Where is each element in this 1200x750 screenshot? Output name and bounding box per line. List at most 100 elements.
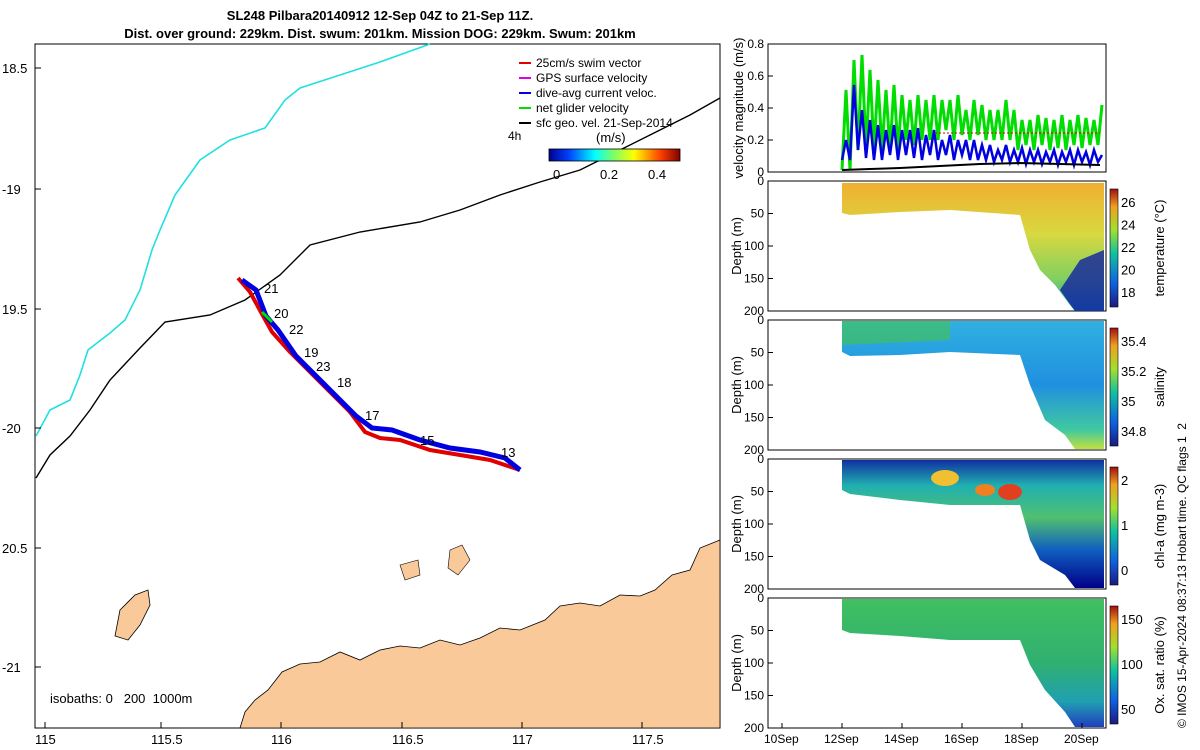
panel-y-tick: 0 — [757, 591, 764, 605]
track-day-label: 18 — [337, 375, 351, 390]
colorbar-tick: 100 — [1121, 657, 1143, 672]
chla-panel — [767, 458, 1107, 590]
colorbar-tick: 0 — [553, 167, 560, 182]
time-tick: 12Sep — [824, 732, 859, 746]
colorbar-tick: 20 — [1121, 263, 1135, 278]
panel-y-tick: 50 — [751, 207, 765, 221]
colorbar-tick: 0 — [1121, 563, 1128, 578]
colorbar-label: chl-a (mg m-3) — [1152, 484, 1167, 569]
panel-y-label: Depth (m) — [729, 495, 744, 553]
map-x-tick: 117.5 — [632, 732, 664, 747]
panel-y-tick: 0 — [757, 165, 764, 179]
track-day-label: 20 — [274, 306, 288, 321]
panel-y-tick: 0.2 — [747, 133, 764, 147]
panel-y-tick: 50 — [751, 624, 765, 638]
oxygen-panel — [767, 597, 1107, 729]
colorbar-label: temperature (°C) — [1152, 200, 1167, 297]
colorbar-tick: 50 — [1121, 702, 1135, 717]
chla-colorbar — [1109, 466, 1119, 586]
legend-entry: sfc geo. vel. 21-Sep-2014 — [536, 116, 673, 130]
oxygen-colorbar — [1109, 605, 1119, 725]
velocity-colorbar — [548, 148, 681, 162]
panel-y-tick: 50 — [751, 346, 765, 360]
track-day-label: 19 — [304, 345, 318, 360]
legend-entry: 25cm/s swim vector — [536, 56, 641, 70]
cyan-track — [35, 43, 431, 437]
sfc-velocity-line — [841, 161, 1101, 171]
colorbar-tick: 150 — [1121, 612, 1143, 627]
time-tick: 14Sep — [884, 732, 919, 746]
colorbar-tick: 24 — [1121, 218, 1135, 233]
panel-y-label: Depth (m) — [729, 217, 744, 275]
panel-y-tick: 0 — [757, 174, 764, 188]
map-y-tick: 19.5 — [2, 302, 27, 317]
map-panel: 115 115.5 116 116.5 117 117.5 18.5 -19 19.5 -20 20… — [2, 43, 721, 747]
colorbar-tick: 18 — [1121, 285, 1135, 300]
time-scale-label: 4h — [508, 129, 521, 143]
panel-y-label: Depth (m) — [729, 356, 744, 414]
glider-track — [236, 276, 522, 472]
panel-y-tick: 100 — [744, 239, 764, 253]
panel-y-tick: 100 — [744, 517, 764, 531]
track-day-label: 23 — [316, 359, 330, 374]
colorbar-tick: 34.8 — [1121, 424, 1146, 439]
colorbar-tick: 35 — [1121, 394, 1135, 409]
copyright-note: © IMOS 15-Apr-2024 08:37:13 Hobart time.… — [1175, 423, 1189, 728]
colorbar-tick: 1 — [1121, 518, 1128, 533]
panel-y-tick: 200 — [744, 443, 764, 457]
panel-y-tick: 50 — [751, 485, 765, 499]
time-tick: 18Sep — [1004, 732, 1039, 746]
current-velocity-line — [840, 84, 1104, 170]
panel-y-tick: 200 — [744, 721, 764, 735]
panel-y-tick: 150 — [744, 272, 764, 286]
panel-y-label: Depth (m) — [729, 634, 744, 692]
panel-y-tick: 200 — [744, 582, 764, 596]
chart-title-line2: Dist. over ground: 229km. Dist. swum: 20… — [124, 26, 636, 41]
track-day-label: 21 — [264, 281, 278, 296]
panel-y-label: velocity magnitude (m/s) — [731, 38, 746, 179]
colorbar-tick: 35.4 — [1121, 334, 1146, 349]
colorbar-tick: 22 — [1121, 240, 1135, 255]
panel-y-tick: 0 — [757, 452, 764, 466]
chart-title-line1: SL248 Pilbara20140912 12-Sep 04Z to 21-S… — [226, 8, 534, 23]
panel-y-tick: 0.8 — [747, 37, 764, 51]
map-x-tick: 115 — [35, 732, 56, 747]
colorbar-tick: 0.4 — [648, 167, 666, 182]
panel-y-tick: 0.6 — [747, 69, 764, 83]
track-day-label: 22 — [289, 322, 303, 337]
map-x-tick: 116 — [271, 732, 292, 747]
map-x-tick: 117 — [512, 732, 533, 747]
time-tick: 16Sep — [944, 732, 979, 746]
colorbar-label: (m/s) — [596, 130, 626, 145]
track-day-label: 13 — [501, 445, 515, 460]
legend-entry: net glider velocity — [536, 101, 629, 115]
map-y-tick: 20.5 — [2, 541, 27, 556]
temperature-panel — [767, 180, 1107, 312]
map-x-tick: 116.5 — [392, 732, 424, 747]
time-tick: 10Sep — [764, 732, 799, 746]
panel-y-tick: 150 — [744, 411, 764, 425]
map-y-tick: -20 — [2, 421, 21, 436]
map-y-tick: 18.5 — [2, 61, 27, 76]
temperature-colorbar — [1109, 188, 1119, 308]
land-mass — [114, 539, 721, 729]
colorbar-tick: 35.2 — [1121, 364, 1146, 379]
map-y-tick: -19 — [2, 182, 21, 197]
panel-y-tick: 0 — [757, 313, 764, 327]
salinity-panel — [767, 319, 1107, 451]
isobath-label: isobaths: 0 200 1000m — [50, 691, 192, 706]
legend-entry: dive-avg current veloc. — [536, 86, 657, 100]
map-y-tick: -21 — [2, 660, 21, 675]
track-day-label: 15 — [420, 433, 434, 448]
panel-y-tick: 100 — [744, 378, 764, 392]
time-tick: 20Sep — [1064, 732, 1099, 746]
panel-y-tick: 200 — [744, 304, 764, 318]
colorbar-tick: 0.2 — [600, 167, 618, 182]
colorbar-tick: 26 — [1121, 195, 1135, 210]
colorbar-label: Ox. sat. ratio (%) — [1152, 616, 1167, 714]
colorbar-label: salinity — [1152, 367, 1167, 407]
legend-entry: GPS surface velocity — [536, 71, 647, 85]
panel-y-tick: 150 — [744, 550, 764, 564]
panel-y-tick: 100 — [744, 656, 764, 670]
